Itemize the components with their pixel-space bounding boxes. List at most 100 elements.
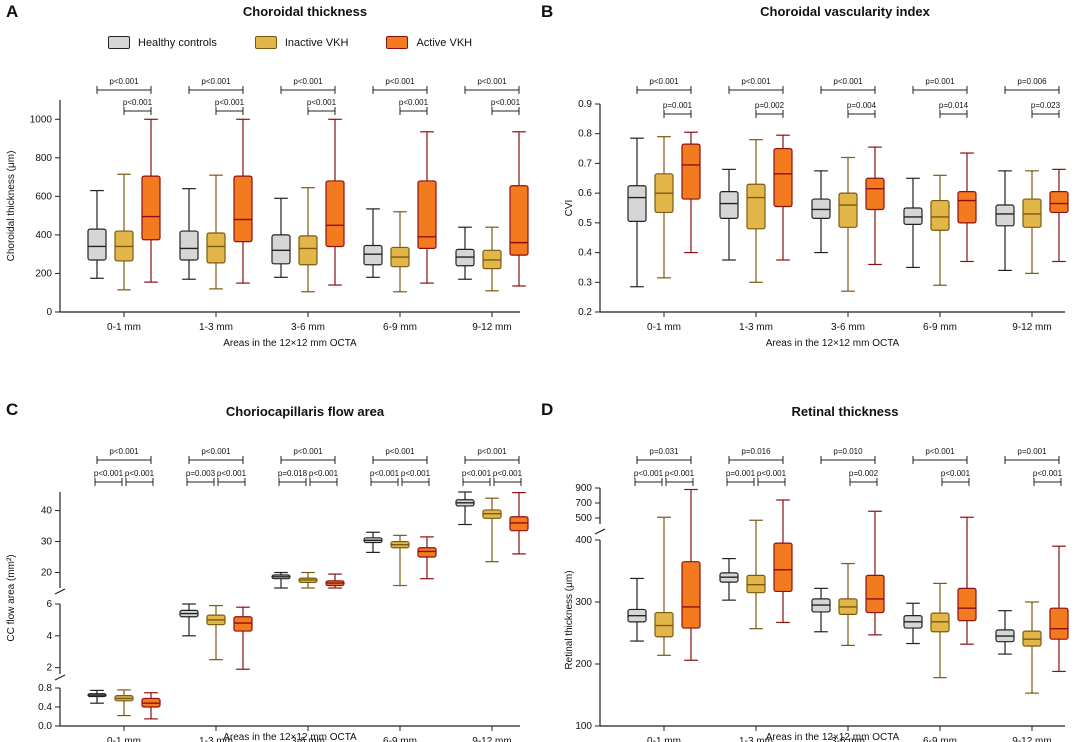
- pbracket-right-C-3-label: p<0.001: [401, 469, 431, 478]
- box-D-4-2-box: [1049, 607, 1069, 640]
- y-axis-label-B: CVI: [564, 200, 575, 217]
- pbracket-right-C-4-label: p<0.001: [493, 469, 523, 478]
- pbracket-top-D-4-label: p=0.001: [1017, 447, 1047, 456]
- x-tick-label-B-1: 1-3 mm: [739, 322, 773, 333]
- box-D-0-2-box: [681, 561, 701, 629]
- pbracket-right-D-1-label: p<0.001: [757, 469, 787, 478]
- x-axis-label-A: Areas in the 12×12 mm OCTA: [223, 338, 357, 349]
- legend-label-active: Active VKH: [416, 36, 473, 49]
- box-B-4-1: [1022, 170, 1042, 274]
- box-B-3-0: [903, 177, 923, 269]
- box-B-3-1-box: [930, 199, 950, 231]
- pbracket-right-A-1-label: p<0.001: [215, 98, 245, 107]
- pbracket-right-B-0-label: p=0.001: [663, 101, 693, 110]
- x-tick-label-B-4: 9-12 mm: [1012, 322, 1051, 333]
- pbracket-left-C-3-label: p<0.001: [370, 469, 400, 478]
- box-C-1-2-box: [233, 616, 253, 632]
- box-B-1-0-box: [719, 191, 739, 220]
- box-A-4-2: [509, 131, 529, 287]
- y-tick-label-D-low-3: 400: [575, 535, 592, 546]
- y-tick-label-C-high-2: 40: [41, 506, 53, 517]
- box-D-0-1-box: [654, 611, 674, 638]
- x-tick-label-C-1: 1-3 mm: [199, 736, 233, 742]
- box-B-3-2: [957, 152, 977, 263]
- legend-item-healthy: Healthy controls: [108, 36, 217, 49]
- pbracket-top-C-2-label: p<0.001: [293, 447, 323, 456]
- box-A-3-1: [390, 211, 410, 293]
- x-tick-label-D-3: 6-9 mm: [923, 736, 957, 742]
- pbracket-right-D-4-label: p<0.001: [1033, 469, 1063, 478]
- box-A-3-2-box: [417, 180, 437, 249]
- box-B-1-2: [773, 134, 793, 261]
- pbracket-right-D-0-label: p<0.001: [665, 469, 695, 478]
- legend-item-inactive: Inactive VKH: [254, 36, 348, 49]
- box-D-1-1: [746, 519, 766, 630]
- x-tick-label-A-4: 9-12 mm: [472, 322, 511, 333]
- panel-letter-c: C: [6, 400, 19, 419]
- box-B-0-0: [627, 137, 647, 288]
- x-tick-label-C-2: 3-6 mm: [291, 736, 325, 742]
- box-D-4-2: [1049, 545, 1069, 673]
- box-C-1-2: [233, 606, 253, 670]
- box-B-0-0-box: [627, 185, 647, 222]
- box-B-2-1: [838, 156, 858, 292]
- box-D-1-2-box: [773, 542, 793, 593]
- box-D-1-0: [719, 557, 739, 601]
- box-B-3-1: [930, 174, 950, 286]
- box-C-4-2-box: [509, 516, 529, 532]
- box-C-4-0: [455, 491, 475, 526]
- pbracket-top-D-0-label: p=0.031: [649, 447, 679, 456]
- pbracket-top-C-3-label: p<0.001: [385, 447, 415, 456]
- y-tick-label-B-6: 0.8: [578, 129, 592, 140]
- box-A-3-0: [363, 208, 383, 278]
- panel-letter-a: A: [6, 2, 19, 21]
- box-B-4-0: [995, 170, 1015, 271]
- box-C-3-1: [390, 534, 410, 587]
- box-D-2-2: [865, 510, 885, 636]
- y-tick-label-D-high-2: 900: [575, 483, 592, 494]
- pbracket-top-D-1-label: p=0.016: [741, 447, 771, 456]
- pbracket-top-A-1-label: p<0.001: [201, 77, 231, 86]
- pbracket-left-C-0-label: p<0.001: [94, 469, 124, 478]
- x-tick-label-A-2: 3-6 mm: [291, 322, 325, 333]
- y-tick-label-C-low-2: 0.8: [38, 683, 52, 694]
- box-A-2-2-box: [325, 180, 345, 248]
- y-tick-label-A-5: 1000: [30, 114, 53, 125]
- box-B-4-1-box: [1022, 198, 1042, 228]
- pbracket-left-C-4-label: p<0.001: [462, 469, 492, 478]
- pbracket-top-C-4-label: p<0.001: [477, 447, 507, 456]
- box-D-3-2: [957, 516, 977, 645]
- y-tick-label-A-4: 800: [35, 153, 52, 164]
- box-D-0-0: [627, 577, 647, 642]
- box-B-2-0-box: [811, 198, 831, 219]
- box-A-3-2: [417, 131, 437, 284]
- pbracket-top-D-2-label: p=0.010: [833, 447, 863, 456]
- pbracket-top-D-3-label: p<0.001: [925, 447, 955, 456]
- x-tick-label-D-2: 3-6 mm: [831, 736, 865, 742]
- box-A-2-0-box: [271, 234, 291, 265]
- box-C-4-2: [509, 492, 529, 555]
- x-tick-label-A-1: 1-3 mm: [199, 322, 233, 333]
- pbracket-top-A-2-label: p<0.001: [293, 77, 323, 86]
- legend-label-healthy: Healthy controls: [138, 36, 217, 49]
- x-tick-label-C-4: 9-12 mm: [472, 736, 511, 742]
- box-A-0-0-box: [87, 228, 107, 261]
- y-tick-label-D-low-1: 200: [575, 659, 592, 670]
- box-A-1-0: [179, 188, 199, 280]
- box-C-3-2: [417, 536, 437, 580]
- pbracket-left-C-1-label: p=0.003: [186, 469, 216, 478]
- box-D-3-1: [930, 582, 950, 679]
- box-B-2-0: [811, 170, 831, 254]
- y-tick-label-C-mid-1: 4: [46, 631, 52, 642]
- pbracket-right-A-0-label: p<0.001: [123, 98, 153, 107]
- y-tick-label-B-5: 0.7: [578, 158, 592, 169]
- pbracket-top-A-3-label: p<0.001: [385, 77, 415, 86]
- box-B-0-2-box: [681, 143, 701, 200]
- box-A-2-1: [298, 187, 318, 293]
- box-C-1-1: [206, 604, 226, 661]
- box-D-0-2: [681, 488, 701, 661]
- pbracket-top-B-3-label: p=0.001: [925, 77, 955, 86]
- box-D-0-1: [654, 516, 674, 656]
- box-B-1-2-box: [773, 147, 793, 208]
- box-B-3-2-box: [957, 191, 977, 224]
